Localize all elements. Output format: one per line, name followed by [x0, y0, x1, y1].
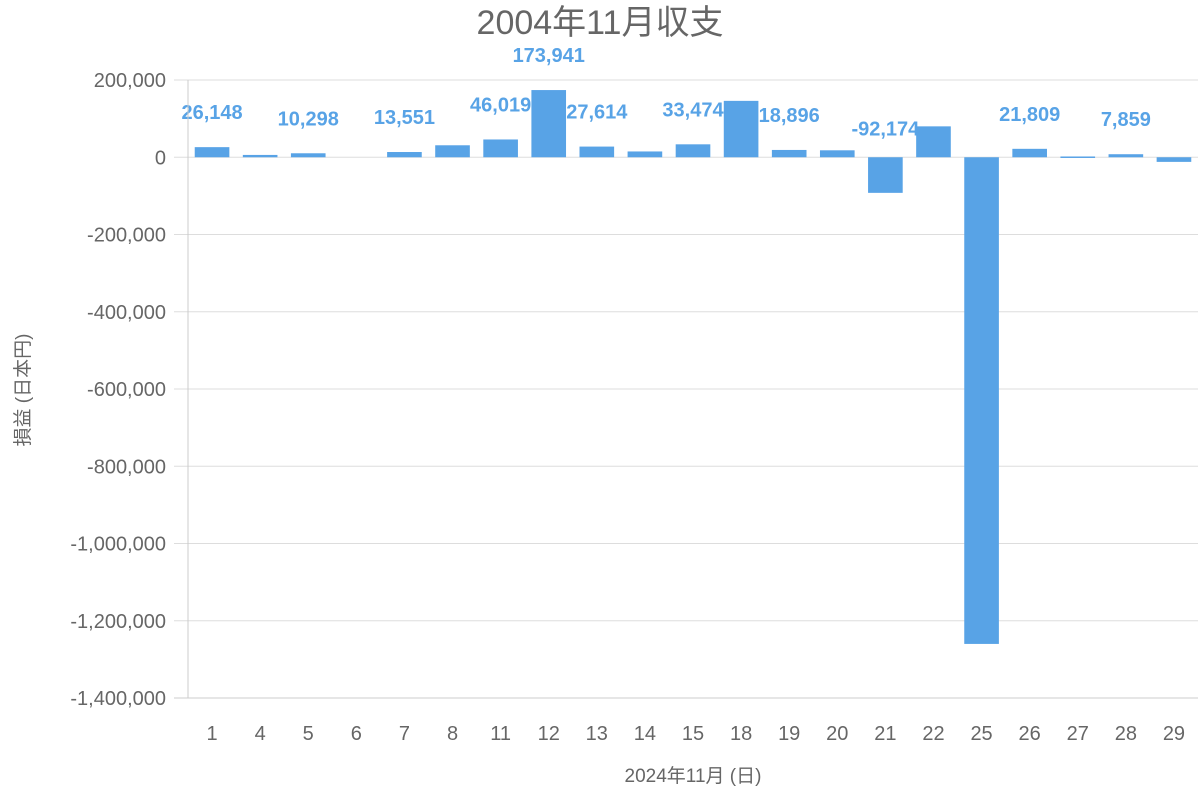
data-label: 21,809 [999, 104, 1060, 126]
x-tick-label: 20 [826, 723, 848, 745]
x-axis-title: 2024年11月 (日) [625, 765, 762, 787]
data-label: 18,896 [759, 105, 820, 127]
y-tick-label: 0 [155, 147, 166, 169]
data-labels: 26,148 10,298 13,551 46,019 173,941 27,614 33,… [181, 45, 1150, 140]
x-tick-label: 13 [586, 723, 608, 745]
bar [675, 144, 711, 158]
x-tick-label: 4 [255, 723, 266, 745]
x-tick-label: 27 [1067, 723, 1089, 745]
x-tick-label: 22 [922, 723, 944, 745]
x-tick-label: 21 [874, 723, 896, 745]
bar [290, 153, 326, 158]
data-label: 26,148 [181, 102, 242, 124]
bar [531, 90, 567, 158]
bar [723, 100, 759, 158]
gridlines [174, 79, 1198, 699]
x-tick-label: 15 [682, 723, 704, 745]
x-tick-label: 6 [351, 723, 362, 745]
data-label: 33,474 [662, 99, 724, 121]
x-tick-label: 18 [730, 723, 752, 745]
x-tick-label: 7 [399, 723, 410, 745]
bar [916, 126, 951, 158]
chart-title: 2004年11月収支 [477, 4, 724, 42]
x-tick-label: 5 [303, 723, 314, 745]
bar [1156, 157, 1192, 162]
bar [579, 146, 615, 158]
bar [771, 149, 807, 158]
x-tick-label: 25 [970, 723, 992, 745]
bar [194, 147, 230, 158]
bar [964, 157, 999, 644]
y-tick-label: -1,400,000 [70, 688, 166, 710]
x-tick-label: 14 [634, 723, 656, 745]
data-label: -92,174 [851, 118, 920, 140]
data-label: 173,941 [513, 45, 585, 67]
x-tick-label: 12 [538, 723, 560, 745]
data-label: 13,551 [374, 107, 435, 129]
y-tick-label: -400,000 [87, 302, 166, 324]
bar [868, 157, 903, 193]
x-tick-label: 29 [1163, 723, 1185, 745]
bar [819, 150, 855, 158]
x-tick-label: 28 [1115, 723, 1137, 745]
y-axis-title: 損益 (日本円) [12, 334, 34, 447]
x-tick-label: 19 [778, 723, 800, 745]
x-axis-ticks: 1 4 5 6 7 8 11 12 13 14 15 18 19 20 21 22 25 26 27 28 29 [206, 723, 1185, 745]
x-tick-label: 8 [447, 723, 458, 745]
y-tick-label: -200,000 [87, 225, 166, 247]
y-tick-label: -1,200,000 [70, 611, 166, 633]
data-label: 27,614 [566, 102, 628, 124]
y-axis-ticks: 200,000 0 -200,000 -400,000 -600,000 -800,000… [70, 70, 166, 710]
y-tick-label: -800,000 [87, 456, 166, 478]
bar [483, 139, 518, 158]
x-tick-label: 26 [1019, 723, 1041, 745]
bar [627, 151, 663, 158]
y-tick-label: -1,000,000 [70, 534, 166, 556]
y-tick-label: -600,000 [87, 379, 166, 401]
y-tick-label: 200,000 [94, 70, 166, 92]
bar [1108, 154, 1144, 158]
x-tick-label: 1 [206, 723, 217, 745]
data-label: 7,859 [1101, 109, 1151, 131]
bar [435, 145, 470, 158]
bar [387, 152, 422, 158]
bar [1012, 148, 1047, 158]
bar [242, 154, 278, 158]
data-label: 46,019 [470, 94, 531, 116]
bar [1060, 156, 1096, 158]
data-label: 10,298 [278, 108, 339, 130]
x-tick-label: 11 [490, 723, 511, 745]
bars [194, 90, 1192, 644]
